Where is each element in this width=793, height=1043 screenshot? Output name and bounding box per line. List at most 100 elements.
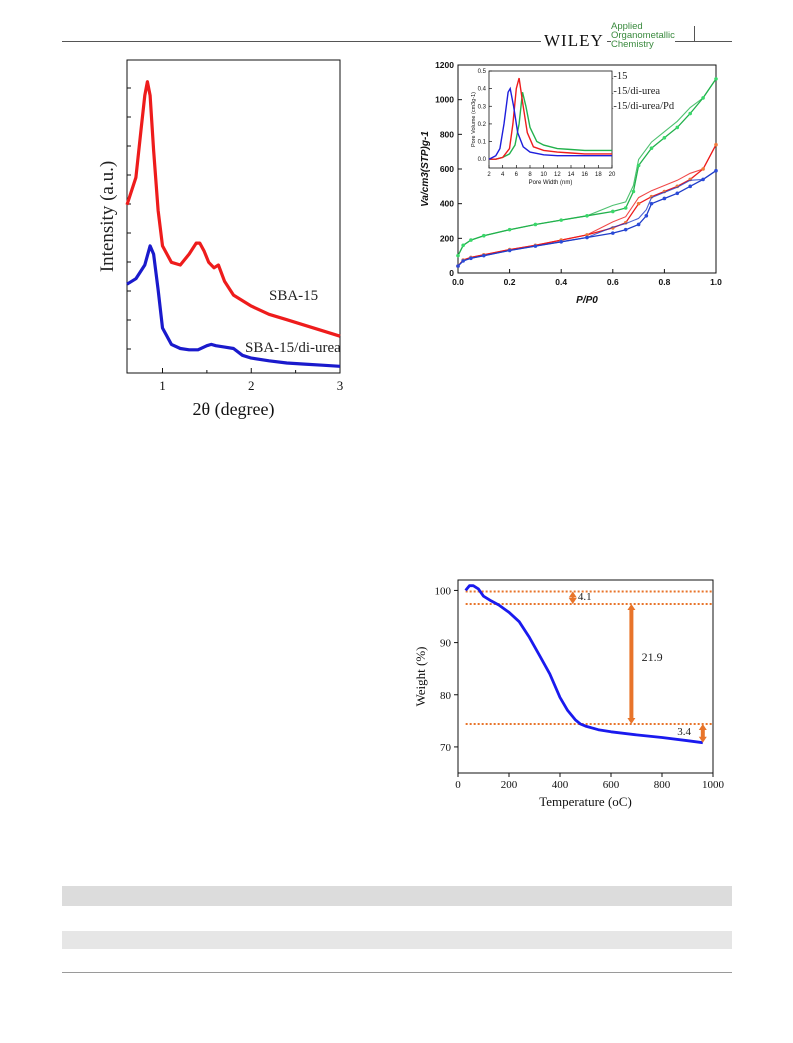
data-point — [469, 238, 473, 242]
y-axis-label: Va/cm3(STP)g-1 — [420, 131, 431, 207]
arrow-4-1-head — [568, 591, 577, 598]
inset-y-tick-label: 0.1 — [478, 140, 487, 146]
data-point — [675, 125, 680, 130]
arrow-21-9-head — [627, 603, 636, 610]
weight-loss-curve — [464, 584, 703, 745]
x-tick-label: 0.8 — [658, 277, 670, 287]
series-line-sba15 — [125, 80, 341, 338]
data-point — [611, 231, 615, 235]
inset-y-tick-label: 0.3 — [478, 104, 487, 110]
plot-frame — [457, 579, 714, 774]
data-point — [631, 189, 636, 194]
data-point — [649, 201, 654, 206]
inset-x-tick-label: 12 — [554, 172, 561, 178]
arrow-3-4-head — [698, 723, 707, 730]
journal-line-1: Applied — [611, 21, 643, 32]
data-point — [507, 227, 512, 232]
table-row-shaded — [62, 931, 732, 949]
data-point — [636, 163, 641, 168]
data-point — [649, 146, 654, 150]
x-tick-label: 400 — [552, 779, 569, 791]
table-header-bar — [62, 886, 732, 906]
data-point — [662, 136, 667, 140]
inset-x-tick-label: 18 — [595, 172, 602, 178]
data-point — [533, 222, 538, 227]
publisher-logo: WILEY — [541, 31, 607, 51]
data-point — [636, 222, 641, 227]
data-point — [662, 196, 667, 201]
data-point — [714, 168, 718, 173]
inset-y-tick-label: 0.0 — [478, 157, 487, 163]
inset-y-tick-label: 0.4 — [478, 87, 487, 93]
y-tick-label: 70 — [440, 742, 452, 754]
data-point — [675, 191, 680, 196]
xrd-chart: 1 2 3 SBA-15 SBA-15/di-urea 2θ (degree) Intens… — [97, 59, 344, 420]
journal-line-2: Organometallic — [611, 30, 675, 41]
x-tick-label: 0.6 — [607, 277, 619, 287]
x-tick-label: 2 — [248, 378, 255, 393]
y-tick-label: 1000 — [435, 95, 454, 105]
arrow-21-9-head — [627, 717, 636, 724]
data-point — [623, 227, 628, 232]
series-label-sba15-diurea: SBA-15/di-urea — [245, 340, 341, 356]
data-point — [714, 142, 718, 147]
y-tick-label: 400 — [440, 199, 454, 209]
inset-x-tick-label: 10 — [540, 172, 547, 178]
inset-x-tick-label: 16 — [581, 172, 588, 178]
data-point — [585, 233, 589, 237]
data-point — [469, 256, 473, 261]
data-point — [461, 243, 465, 248]
annotation-21-9: 21.9 — [642, 650, 663, 664]
inset-x-tick-label: 14 — [568, 172, 575, 178]
data-point — [644, 214, 649, 218]
data-point — [701, 167, 705, 171]
x-tick-label: 800 — [654, 779, 671, 791]
y-tick-label: 600 — [440, 164, 454, 174]
series-label-sba15: SBA-15 — [269, 288, 318, 304]
arrow-3-4-head — [698, 736, 707, 743]
header-tick — [694, 26, 695, 41]
isotherm-desorption-line — [457, 144, 717, 267]
x-tick-label: 1 — [159, 378, 166, 393]
inset-y-axis-label: Pore Volume (cm3g-1) — [471, 92, 477, 147]
inset-y-tick-label: 0.2 — [478, 122, 487, 128]
data-point — [482, 253, 486, 258]
y-tick-label: 200 — [440, 233, 454, 243]
arrow-4-1-head — [568, 597, 577, 604]
data-point — [507, 248, 512, 253]
data-point — [701, 177, 705, 182]
table-bottom-rule — [62, 972, 732, 973]
annotation-4-1: 4.1 — [578, 591, 592, 603]
data-point — [456, 264, 460, 268]
plot-frame — [126, 59, 341, 374]
data-point — [585, 235, 589, 240]
legend-label: SBA-15/di-urea/Pd — [593, 101, 675, 112]
y-axis-label: Weight (%) — [413, 647, 428, 707]
inset-x-tick-label: 8 — [528, 172, 532, 178]
x-tick-label: 600 — [603, 779, 620, 791]
isotherm-chart: 0 200 400 600 800 1000 1200 0.0 0.2 0.4 0.6 0.8 1.0 S… — [420, 60, 722, 306]
x-axis-label: P/P0 — [576, 295, 598, 306]
annotation-3-4: 3.4 — [677, 726, 691, 738]
header-rule — [62, 41, 732, 42]
series-line-sba15-diurea — [126, 244, 341, 368]
x-tick-label: 0.4 — [555, 277, 567, 287]
isotherm-desorption-line — [457, 78, 717, 256]
data-point — [482, 233, 486, 238]
data-point — [585, 214, 589, 218]
inset-x-tick-label: 4 — [501, 172, 505, 178]
inset-y-tick-label: 0.5 — [478, 69, 487, 75]
y-tick-label: 1200 — [435, 60, 454, 70]
data-point — [456, 253, 460, 258]
x-tick-label: 1000 — [702, 779, 725, 791]
inset-series-line — [489, 92, 612, 160]
data-point — [701, 96, 705, 100]
x-tick-label: 200 — [501, 779, 518, 791]
data-point — [688, 184, 692, 189]
x-tick-label: 3 — [337, 378, 344, 393]
inset-series-line — [488, 86, 612, 160]
y-axis-label: Intensity (a.u.) — [97, 161, 118, 272]
data-point — [636, 201, 641, 206]
y-tick-label: 80 — [440, 690, 452, 702]
